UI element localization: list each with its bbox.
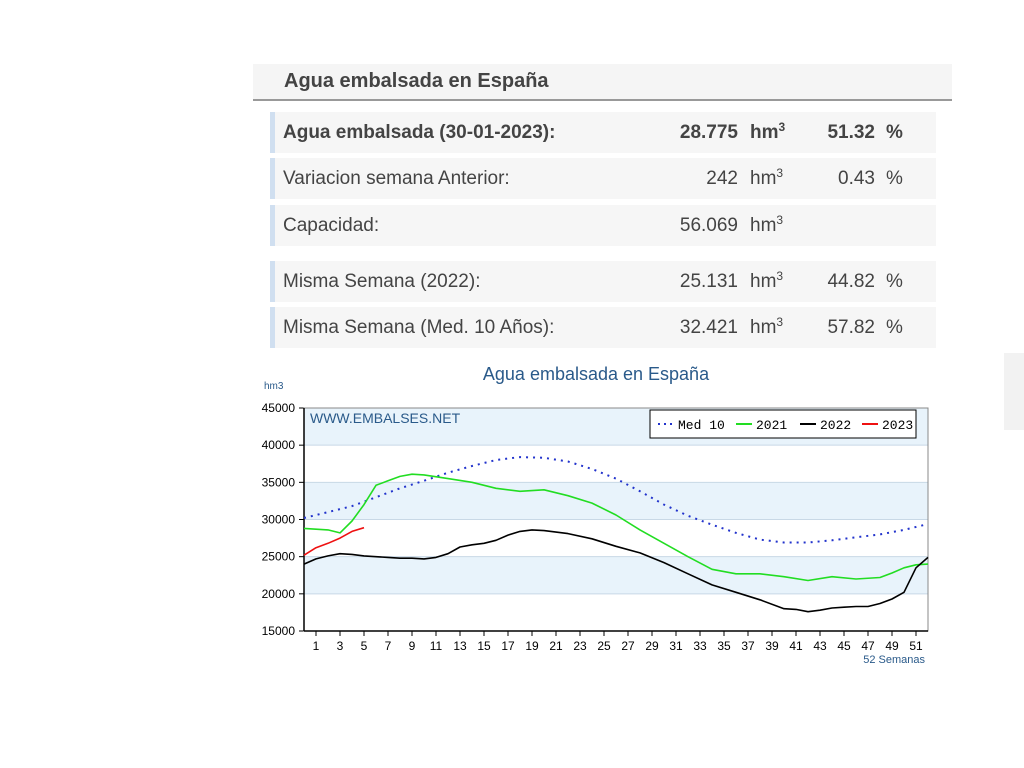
reservoir-chart: Agua embalsada en España hm3 15000 20000 250…: [262, 364, 929, 666]
stat-unit: hm3: [750, 269, 784, 292]
x-tick-label: 27: [621, 639, 635, 653]
stat-label: Variacion semana Anterior:: [283, 168, 510, 189]
stat-unit: hm3: [750, 120, 786, 143]
y-tick-label: 25000: [262, 550, 296, 564]
x-tick-label: 35: [717, 639, 731, 653]
grid-band: [304, 556, 928, 594]
stat-percent-symbol: %: [886, 271, 903, 292]
y-tick-label: 45000: [262, 401, 296, 415]
panel-header: Agua embalsada en España: [253, 64, 952, 101]
stat-unit: hm3: [750, 166, 784, 189]
legend-label: Med 10: [678, 418, 725, 433]
x-tick-label: 43: [813, 639, 827, 653]
x-tick-label: 21: [549, 639, 563, 653]
stat-value: 242: [706, 168, 738, 189]
stat-value: 32.421: [679, 317, 738, 338]
chart-title: Agua embalsada en España: [483, 364, 710, 384]
x-tick-label: 31: [669, 639, 683, 653]
stat-row-same-week-med10: Misma Semana (Med. 10 Años): 32.421 hm3 …: [270, 307, 936, 348]
stat-percent-symbol: %: [886, 122, 903, 143]
chart-watermark: WWW.EMBALSES.NET: [310, 410, 461, 426]
x-tick-label: 33: [693, 639, 707, 653]
stat-percent: 51.32: [827, 122, 875, 143]
x-tick-label: 13: [453, 639, 467, 653]
x-tick-label: 29: [645, 639, 659, 653]
x-tick-label: 49: [885, 639, 899, 653]
stat-unit: hm3: [750, 315, 784, 338]
stat-row-same-week-2022: Misma Semana (2022): 25.131 hm3 44.82 %: [270, 261, 936, 302]
x-tick-label: 7: [385, 639, 392, 653]
legend-label: 2023: [882, 418, 913, 433]
x-tick-label: 25: [597, 639, 611, 653]
x-tick-label: 11: [430, 639, 443, 653]
stat-row-current: Agua embalsada (30-01-2023): 28.775 hm3 …: [270, 112, 936, 153]
side-scroll-tab[interactable]: [1004, 353, 1024, 430]
grid-band: [304, 445, 928, 483]
stat-row-variation: Variacion semana Anterior: 242 hm3 0.43 …: [270, 158, 936, 199]
x-tick-label: 5: [361, 639, 368, 653]
stat-label: Capacidad:: [283, 215, 380, 236]
x-tick-label: 45: [837, 639, 851, 653]
stat-percent: 57.82: [827, 317, 875, 338]
series-line-2021: [303, 473, 929, 582]
y-tick-label: 15000: [262, 624, 296, 638]
x-tick-label: 23: [573, 639, 587, 653]
x-tick-label: 39: [765, 639, 779, 653]
x-tick-label: 1: [313, 639, 320, 653]
panel-title: Agua embalsada en España: [284, 70, 549, 92]
stat-label: Agua embalsada (30-01-2023):: [283, 122, 556, 143]
y-tick-label: 40000: [262, 438, 296, 452]
grid-band: [304, 482, 928, 520]
stat-percent-symbol: %: [886, 168, 903, 189]
legend-label: 2021: [756, 418, 787, 433]
stat-percent: 44.82: [827, 271, 875, 292]
series-line-2023: [303, 526, 365, 556]
x-axis-note: 52 Semanas: [863, 654, 925, 666]
x-tick-label: 51: [909, 639, 923, 653]
grid-band: [304, 593, 928, 631]
stat-value: 56.069: [679, 215, 738, 236]
series-line-2022: [303, 529, 929, 613]
x-tick-label: 15: [477, 639, 491, 653]
x-tick-label: 17: [501, 639, 515, 653]
grid-band: [304, 519, 928, 557]
x-tick-label: 41: [789, 639, 803, 653]
stat-value: 25.131: [679, 271, 738, 292]
legend-label: 2022: [820, 418, 851, 433]
stat-percent-symbol: %: [886, 317, 903, 338]
y-tick-label: 30000: [262, 513, 296, 527]
stat-row-capacity: Capacidad: 56.069 hm3: [270, 205, 936, 246]
stat-label: Misma Semana (2022):: [283, 271, 481, 292]
x-tick-label: 3: [337, 639, 344, 653]
x-tick-label: 19: [525, 639, 539, 653]
stat-percent: 0.43: [838, 168, 875, 189]
y-tick-label: 35000: [262, 475, 296, 489]
stat-label: Misma Semana (Med. 10 Años):: [283, 317, 555, 338]
y-tick-label: 20000: [262, 587, 296, 601]
x-tick-label: 47: [861, 639, 875, 653]
x-tick-label: 9: [409, 639, 416, 653]
x-tick-label: 37: [741, 639, 755, 653]
stat-value: 28.775: [679, 122, 738, 143]
y-axis-label: hm3: [264, 381, 284, 392]
stat-unit: hm3: [750, 213, 784, 236]
